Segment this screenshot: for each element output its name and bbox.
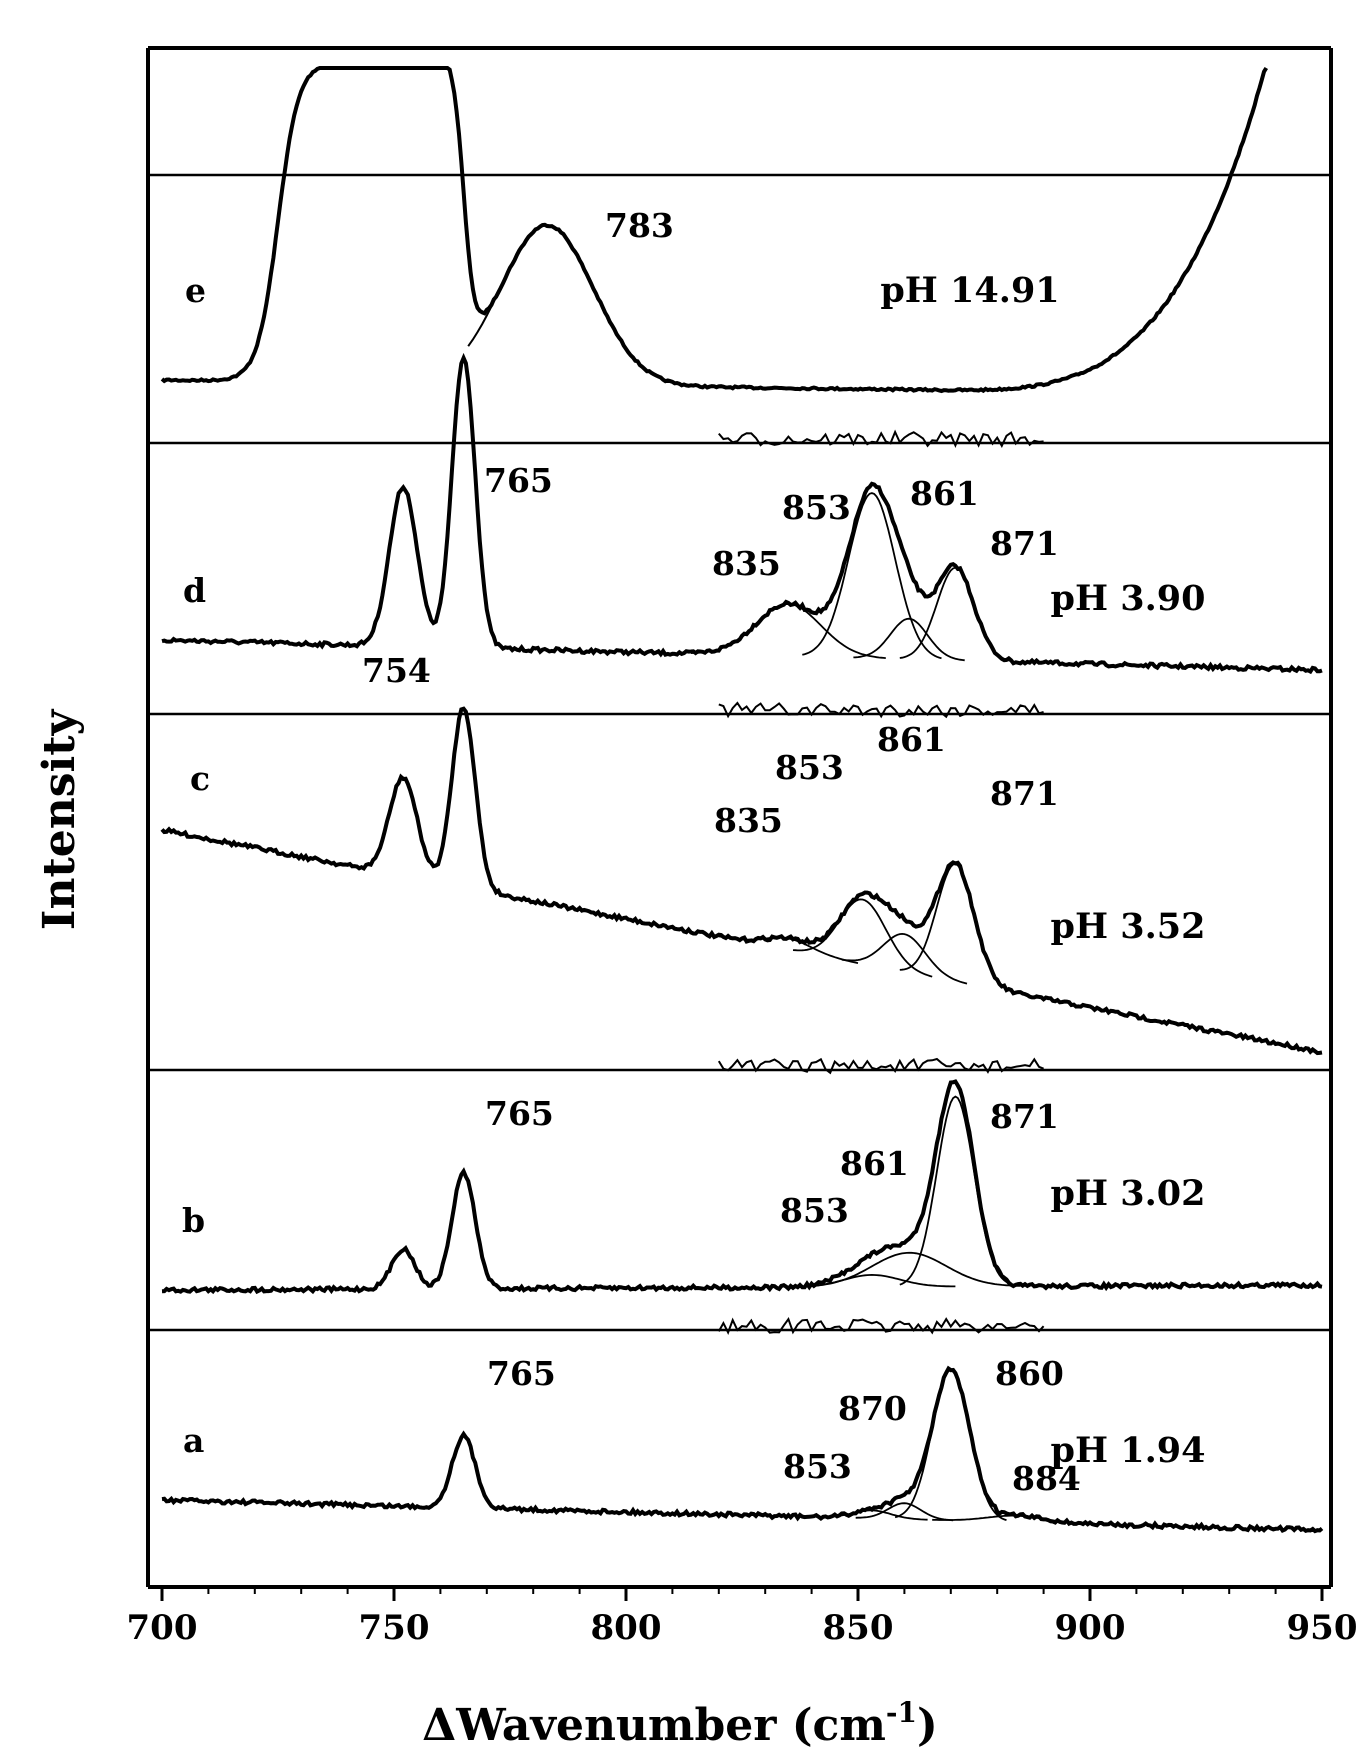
fit-component-c-871	[899, 863, 1012, 993]
panel-a	[148, 1316, 1331, 1534]
condition-label-c: pH 3.52	[1051, 906, 1206, 947]
x-tick-label-900: 900	[1055, 1608, 1126, 1648]
fit-component-b-871	[899, 1095, 1012, 1286]
spectrum-trace-a	[161, 1365, 1324, 1534]
spectrum-trace-c	[160, 706, 1323, 1056]
peak-label-e-783: 783	[605, 206, 674, 245]
condition-label-e: pH 14.91	[880, 270, 1059, 311]
fit-component-a-853	[816, 1509, 928, 1521]
fit-component-e	[467, 223, 951, 392]
peak-label-c-835: 835	[714, 801, 783, 840]
panel-label-d: d	[183, 571, 206, 610]
x-tick-label-850: 850	[823, 1608, 894, 1648]
y-axis-title: Intensity	[34, 708, 85, 930]
peak-label-c-754: 754	[362, 651, 431, 690]
residual-b	[717, 1057, 1044, 1075]
peak-label-a-884: 884	[1012, 1459, 1081, 1498]
x-tick-label-800: 800	[591, 1608, 662, 1648]
peak-label-d-765: 765	[484, 461, 553, 500]
peak-label-c-871: 871	[990, 774, 1059, 813]
fit-component-a-884	[932, 1514, 1100, 1526]
peak-label-b-871: 871	[990, 1097, 1059, 1136]
chart-labels: e pH 14.91 783 d pH 3.90 765 853 861 835 871 c pH 3…	[34, 206, 1205, 1751]
x-tick-label-700: 700	[127, 1608, 198, 1648]
spectrum-trace-b	[161, 1079, 1323, 1295]
x-axis-title: ΔWavenumber (cm-1)	[422, 1696, 938, 1751]
condition-label-b: pH 3.02	[1051, 1173, 1206, 1214]
panel-e	[148, 66, 1331, 394]
fit-component-a-860	[855, 1502, 954, 1522]
peak-label-a-853: 853	[783, 1447, 852, 1486]
panel-d	[148, 352, 1331, 675]
panel-b	[148, 1057, 1331, 1295]
peak-label-d-861: 861	[910, 474, 979, 513]
peak-label-a-870: 870	[838, 1389, 907, 1428]
axes: 700 750 800 850 900 950	[127, 46, 1358, 1648]
fit-component-d-835	[690, 603, 886, 659]
panel-label-c: c	[190, 759, 210, 798]
x-tick-label-750: 750	[359, 1608, 430, 1648]
peak-label-a-765: 765	[487, 1354, 556, 1393]
fit-component-a-870	[894, 1368, 1007, 1522]
fit-component-b-861	[797, 1251, 1021, 1288]
peak-label-d-871: 871	[990, 524, 1059, 563]
residual-a	[717, 1316, 1045, 1336]
fit-component-c-851	[792, 898, 933, 978]
fit-component-d-853	[802, 492, 942, 660]
panel-c	[148, 701, 1331, 1056]
peak-label-b-861: 861	[840, 1144, 909, 1183]
fit-component-c-860	[841, 932, 968, 985]
peak-label-b-765: 765	[485, 1094, 554, 1133]
x-tick-label-950: 950	[1287, 1608, 1358, 1648]
condition-label-a: pH 1.94	[1051, 1430, 1206, 1471]
fit-component-d-871	[899, 566, 1012, 662]
spectra-panels	[148, 66, 1331, 1534]
panel-label-e: e	[185, 271, 206, 310]
residual-d	[718, 429, 1044, 448]
peak-label-a-860: 860	[995, 1354, 1064, 1393]
panel-label-a: a	[183, 1421, 204, 1460]
condition-label-d: pH 3.90	[1051, 578, 1206, 619]
peak-label-c-861: 861	[877, 720, 946, 759]
peak-label-d-853: 853	[782, 488, 851, 527]
panel-label-b: b	[182, 1201, 205, 1240]
fit-component-c-835	[718, 935, 859, 964]
peak-label-c-853: 853	[775, 748, 844, 787]
fit-component-d-861	[853, 617, 965, 662]
peak-label-d-835: 835	[712, 544, 781, 583]
residual-c	[718, 701, 1044, 719]
peak-label-b-853: 853	[780, 1191, 849, 1230]
